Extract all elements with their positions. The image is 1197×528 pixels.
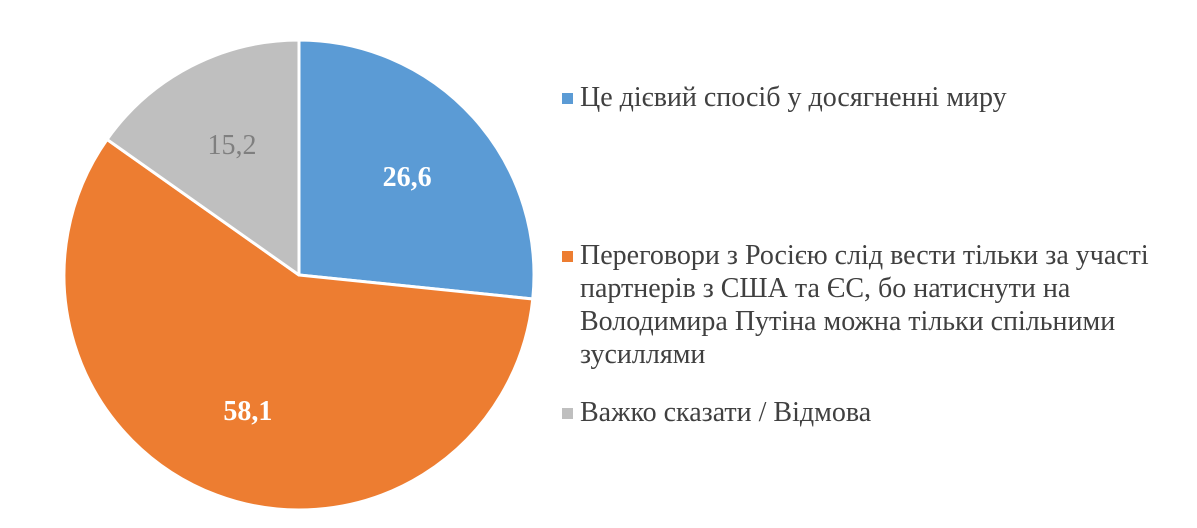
legend-swatch	[562, 408, 573, 419]
legend-item-hard-to-say: Важко сказати / Відмова	[562, 396, 1172, 429]
legend-swatch	[562, 93, 573, 104]
legend-swatch	[562, 251, 573, 262]
pie-slice-value-label: 15,2	[207, 130, 256, 161]
legend-label: Переговори з Росією слід вести тільки за…	[580, 240, 1149, 370]
pie-slice-value-label: 26,6	[383, 162, 432, 193]
legend-item-effective-way: Це дієвий спосіб у досягненні миру	[562, 81, 1172, 114]
legend-label: Важко сказати / Відмова	[580, 397, 872, 428]
legend-label: Це дієвий спосіб у досягненні миру	[580, 82, 1007, 113]
pie-slice-with-partners	[62, 137, 535, 512]
pie-chart-plot: 26,6 58,1 15,2	[62, 38, 536, 512]
legend-item-with-partners: Переговори з Росією слід вести тільки за…	[562, 239, 1172, 371]
pie-slice-value-label: 58,1	[223, 396, 272, 427]
pie-slice-hard-to-say	[105, 38, 301, 277]
pie-slice-effective-way	[297, 38, 536, 301]
